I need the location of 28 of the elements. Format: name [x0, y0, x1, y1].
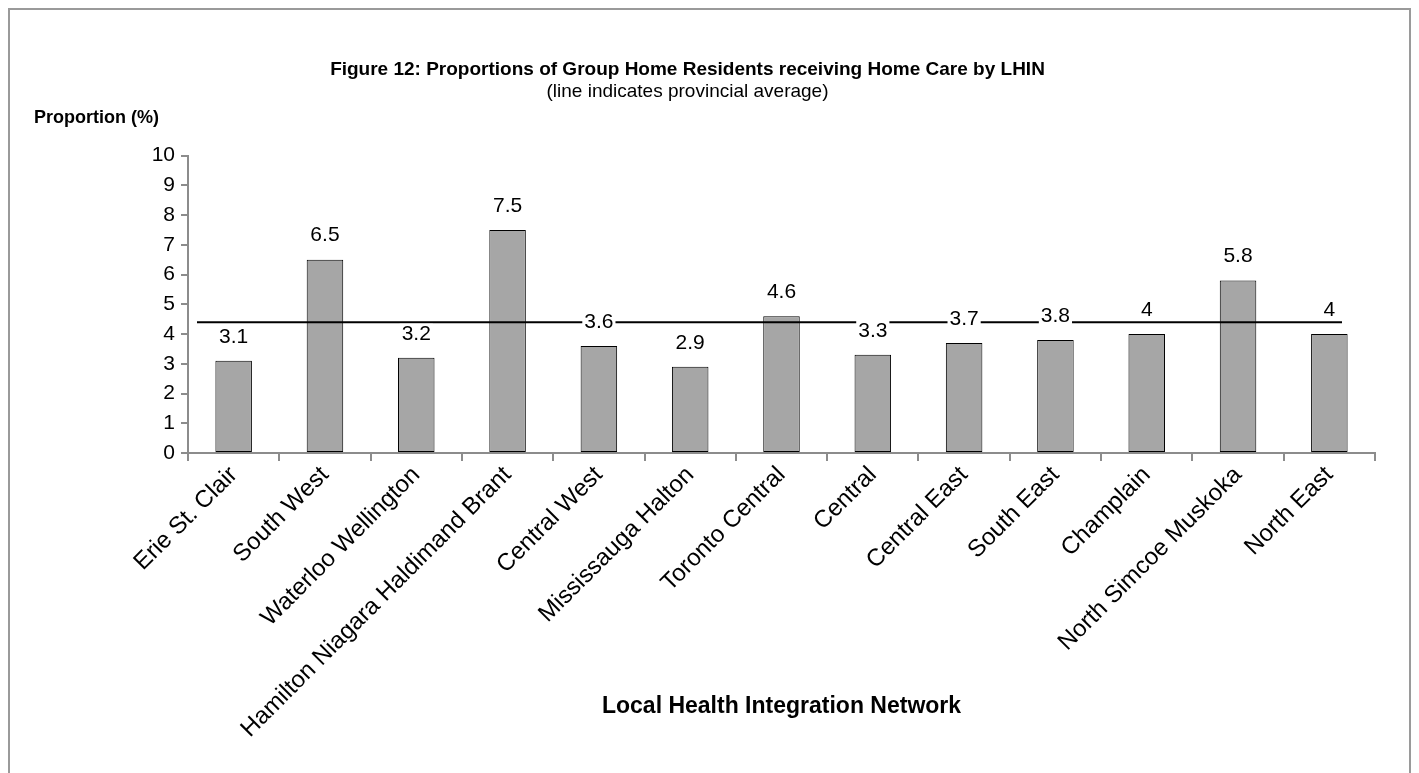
- y-tick-label: 7: [163, 231, 175, 255]
- y-tick-label: 6: [163, 261, 175, 285]
- chart-title: Figure 12: Proportions of Group Home Residents receiving Home Care by LHIN: [330, 57, 1045, 79]
- data-label: 3.8: [1040, 302, 1071, 326]
- chart-subtitle: (line indicates provincial average): [546, 80, 829, 102]
- y-tick-label: 8: [163, 201, 175, 225]
- y-tick-label: 2: [163, 380, 175, 404]
- data-label: 4.6: [766, 278, 797, 302]
- y-tick-label: 9: [163, 172, 175, 196]
- data-label: 3.7: [949, 305, 979, 329]
- y-tick-label: 0: [163, 439, 175, 463]
- y-axis-title: Proportion (%): [34, 106, 159, 127]
- data-label: 4: [1323, 296, 1336, 320]
- data-label: 6.5: [310, 222, 340, 246]
- data-label: 3.1: [219, 323, 249, 347]
- y-tick-label: 3: [163, 350, 175, 374]
- x-axis-title: Local Health Integration Network: [601, 692, 962, 719]
- data-label: 3.2: [401, 320, 431, 344]
- data-label: 3.3: [858, 317, 888, 341]
- data-label: 5.8: [1223, 243, 1253, 267]
- y-tick-label: 10: [151, 142, 175, 166]
- data-label: 4: [1140, 296, 1153, 320]
- y-tick-label: 5: [163, 291, 175, 315]
- data-label: 7.5: [492, 192, 523, 216]
- y-tick-label: 1: [163, 410, 175, 434]
- data-label: 2.9: [675, 329, 705, 353]
- data-label: 3.6: [584, 308, 614, 332]
- y-tick-label: 4: [163, 320, 176, 344]
